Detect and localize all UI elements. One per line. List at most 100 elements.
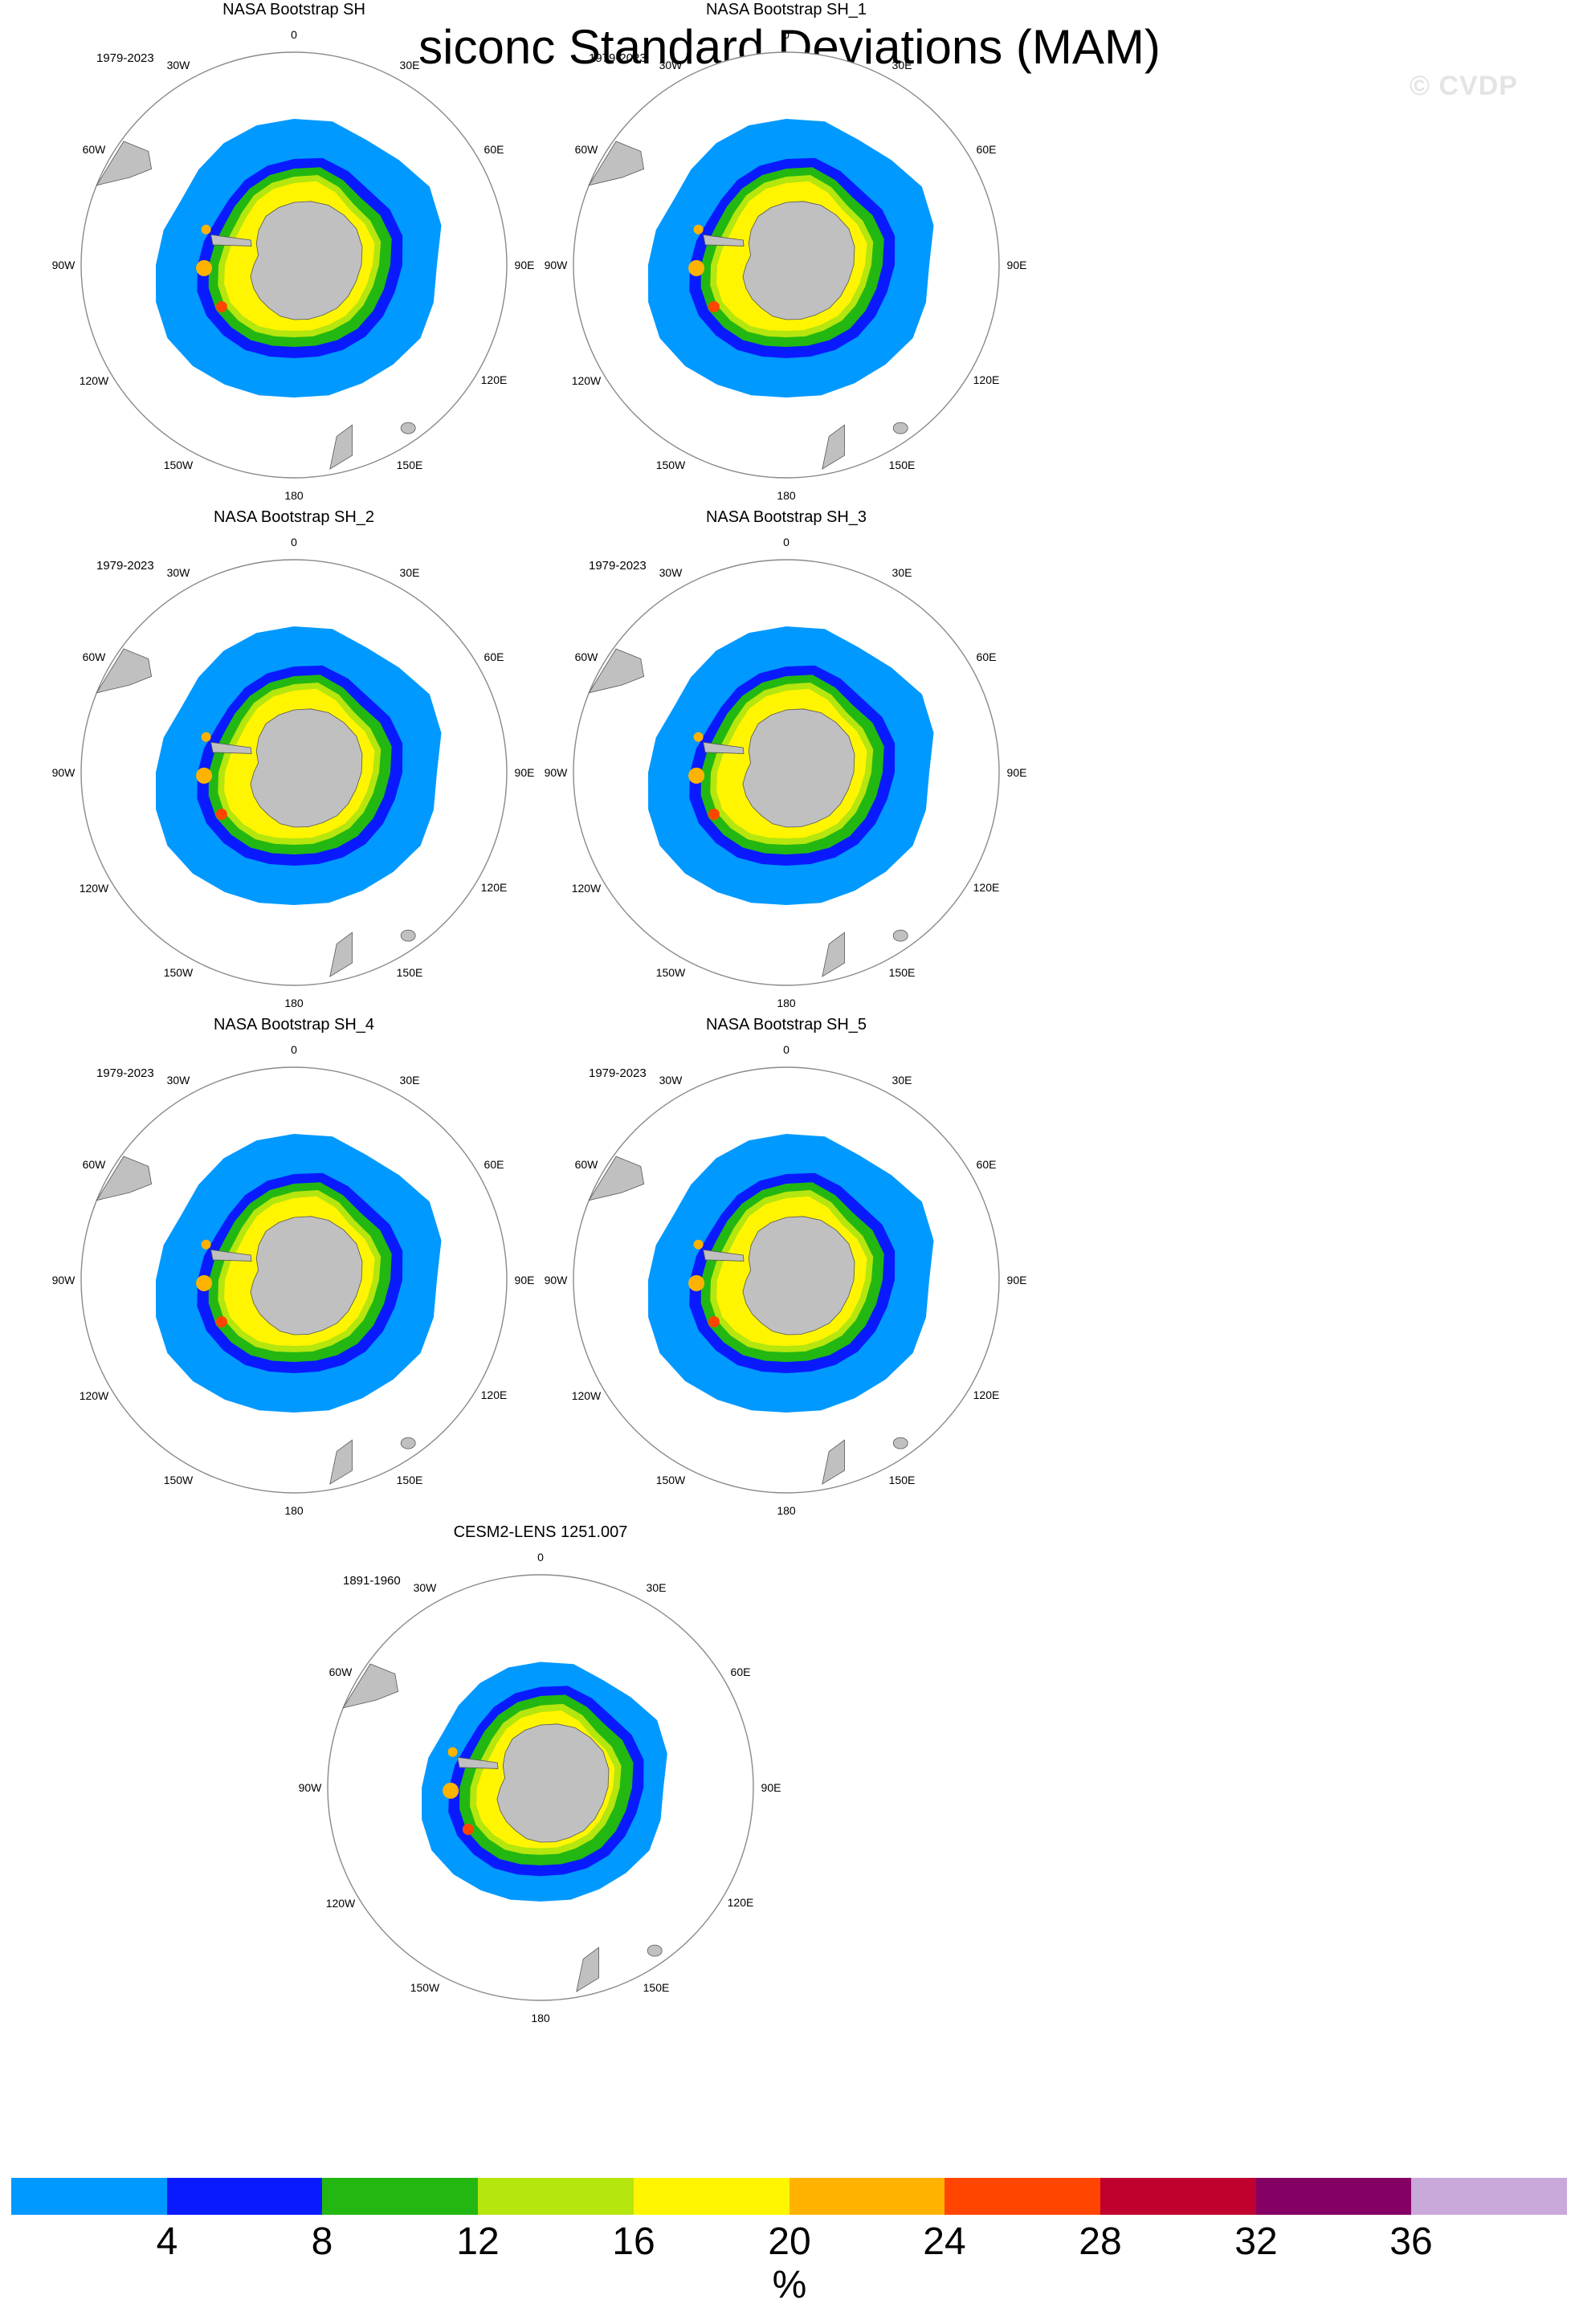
south-america-land (96, 648, 153, 694)
longitude-label: 60E (730, 1666, 751, 1678)
south-america-land (588, 648, 645, 694)
panel-title: NASA Bootstrap SH_3 (705, 508, 867, 526)
longitude-label: 150E (888, 1474, 916, 1486)
polar-map (80, 559, 508, 986)
longitude-label: 120E (973, 373, 1000, 386)
polar-map (80, 1066, 508, 1494)
antarctic-peninsula-land (703, 234, 745, 247)
longitude-label: 60E (483, 143, 504, 156)
tasmania-land (400, 1437, 416, 1449)
longitude-label: 120E (973, 881, 1000, 894)
longitude-label: 120E (480, 881, 508, 894)
longitude-label: 120W (79, 882, 109, 895)
longitude-label: 0 (783, 536, 790, 548)
longitude-label: 30W (166, 566, 190, 579)
map-panel: NASA Bootstrap SH_3 1979-2023 0 30E 60E 90E 12… (537, 508, 1035, 1009)
colorbar-box (11, 2178, 167, 2215)
longitude-label: 150W (163, 966, 194, 979)
panel-years: 1979-2023 (96, 1066, 154, 1080)
antarctica-land (742, 708, 855, 828)
map-panel: CESM2-LENS 1251.007 1891-1960 0 30E 60E 90E 12… (292, 1523, 790, 2024)
longitude-label: 150W (655, 459, 686, 471)
polar-map (573, 1066, 1000, 1494)
ice-hotspot (688, 767, 705, 784)
longitude-label: 180 (284, 489, 304, 502)
south-america-land (588, 1156, 645, 1201)
longitude-label: 120W (79, 374, 109, 387)
ice-hotspot (196, 767, 213, 784)
new-zealand-land (576, 1947, 599, 1992)
longitude-label: 120E (727, 1896, 754, 1909)
longitude-label: 120W (571, 1389, 602, 1402)
longitude-label: 90E (514, 766, 535, 779)
colorbar-tick-label: 24 (923, 2220, 966, 2263)
tasmania-land (892, 1437, 908, 1449)
antarctic-peninsula-land (703, 741, 745, 754)
longitude-label: 150E (396, 1474, 423, 1486)
longitude-label: 60E (976, 143, 997, 156)
polar-map (573, 559, 1000, 986)
ice-hotspot (708, 809, 720, 820)
panel-years: 1979-2023 (589, 559, 647, 573)
panel-years: 1979-2023 (589, 1066, 647, 1080)
longitude-label: 90W (51, 766, 75, 779)
longitude-label: 0 (291, 1043, 297, 1056)
tasmania-land (892, 422, 908, 434)
colorbar-tick-label: 32 (1234, 2220, 1278, 2263)
longitude-label: 150E (888, 459, 916, 471)
longitude-label: 90W (51, 1274, 75, 1286)
longitude-label: 150W (410, 1981, 440, 1994)
longitude-label: 30W (413, 1581, 437, 1594)
ice-hotspot (708, 301, 720, 312)
polar-map (327, 1574, 754, 2001)
ice-hotspot (693, 224, 704, 234)
ice-hotspot (688, 1274, 705, 1291)
colorbar-box (166, 2178, 323, 2215)
colorbar-tick-label: 8 (311, 2220, 333, 2263)
longitude-label: 120E (480, 373, 508, 386)
colorbar-box (1255, 2178, 1412, 2215)
tasmania-land (400, 929, 416, 942)
ice-hotspot (693, 732, 704, 742)
ice-hotspot (201, 1239, 211, 1250)
panel-title: NASA Bootstrap SH_1 (705, 1, 867, 18)
new-zealand-land (822, 424, 845, 470)
longitude-label: 30W (659, 566, 683, 579)
colorbar-tick-label: 16 (612, 2220, 655, 2263)
ice-hotspot (708, 1316, 720, 1327)
colorbar-tick-label: 12 (456, 2220, 500, 2263)
longitude-label: 30E (399, 59, 420, 71)
antarctic-peninsula-land (210, 741, 252, 754)
longitude-label: 60W (328, 1666, 353, 1678)
longitude-label: 30W (659, 1074, 683, 1087)
colorbar-tick-label: 28 (1079, 2220, 1122, 2263)
polar-map (573, 51, 1000, 479)
longitude-label: 0 (291, 28, 297, 41)
panel-title: NASA Bootstrap SH (222, 1, 365, 18)
longitude-label: 90E (1006, 259, 1027, 271)
longitude-label: 180 (777, 997, 796, 1009)
longitude-label: 60W (574, 1158, 598, 1171)
longitude-label: 150W (163, 1474, 194, 1486)
tasmania-land (892, 929, 908, 942)
longitude-label: 30E (646, 1581, 667, 1594)
panel-title: NASA Bootstrap SH_5 (705, 1016, 867, 1034)
longitude-label: 180 (777, 489, 796, 502)
longitude-label: 150W (655, 966, 686, 979)
panel-years: 1979-2023 (96, 51, 154, 65)
longitude-label: 180 (284, 1504, 304, 1517)
new-zealand-land (822, 932, 845, 977)
panel-years: 1891-1960 (343, 1574, 401, 1588)
longitude-label: 90E (514, 1274, 535, 1286)
colorbar-box (478, 2178, 634, 2215)
map-panel: NASA Bootstrap SH_4 1979-2023 0 30E 60E 90E 12… (45, 1015, 543, 1517)
ice-hotspot (693, 1239, 704, 1250)
new-zealand-land (329, 424, 353, 470)
longitude-label: 120W (571, 882, 602, 895)
ice-hotspot (215, 809, 227, 820)
longitude-label: 180 (531, 2012, 550, 2024)
longitude-label: 60W (574, 650, 598, 663)
longitude-label: 60W (82, 143, 106, 156)
longitude-label: 150W (163, 459, 194, 471)
colorbar-tick-label: 4 (156, 2220, 178, 2263)
